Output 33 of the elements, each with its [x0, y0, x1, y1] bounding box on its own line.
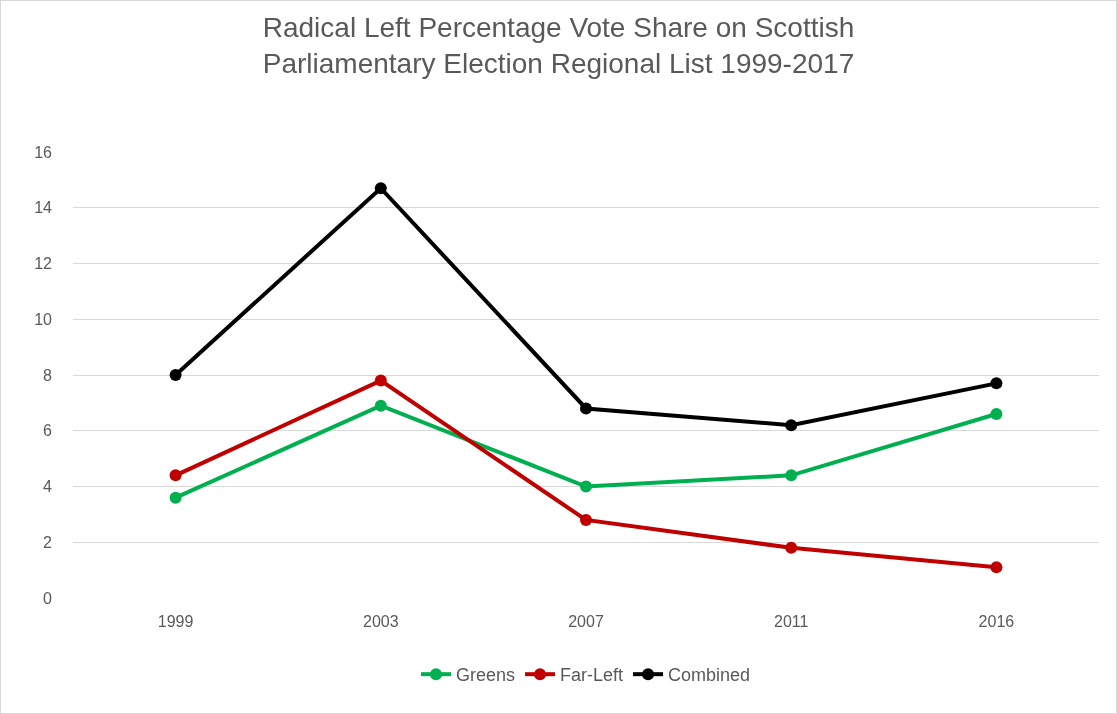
- point: [374, 182, 387, 195]
- point: [169, 491, 182, 504]
- legend-label: Combined: [668, 665, 751, 686]
- point: [785, 419, 798, 432]
- x-tick-label: 2016: [978, 613, 1015, 630]
- y-tick-label: 2: [43, 533, 53, 551]
- x-tick-label: 1999: [157, 613, 194, 630]
- point: [580, 480, 592, 493]
- point: [169, 469, 182, 482]
- y-tick-label: 10: [34, 310, 53, 328]
- point: [580, 402, 592, 415]
- y-tick-label: 12: [34, 255, 53, 273]
- point: [990, 408, 1003, 421]
- legend-label: Greens: [456, 665, 516, 686]
- point: [990, 561, 1003, 574]
- y-tick-label: 14: [34, 199, 53, 217]
- point: [785, 469, 798, 482]
- y-tick-label: 0: [43, 589, 53, 607]
- point: [580, 513, 592, 526]
- x-tick-label: 2003: [363, 613, 399, 630]
- point: [169, 369, 182, 381]
- legend-label: Far-Left: [560, 665, 624, 686]
- point: [374, 399, 387, 412]
- y-tick-label: 16: [34, 143, 53, 161]
- point: [374, 374, 387, 387]
- y-tick-label: 8: [43, 366, 53, 384]
- y-tick-label: 6: [43, 422, 53, 440]
- chart-title: Radical Left Percentage Vote Share on Scottish Parliamentary Election Regional List 1999-2017: [262, 11, 855, 79]
- y-tick-label: 4: [43, 478, 53, 496]
- point: [990, 377, 1003, 390]
- point: [785, 541, 798, 554]
- x-tick-label: 2011: [774, 613, 809, 630]
- x-tick-label: 2007: [568, 613, 604, 630]
